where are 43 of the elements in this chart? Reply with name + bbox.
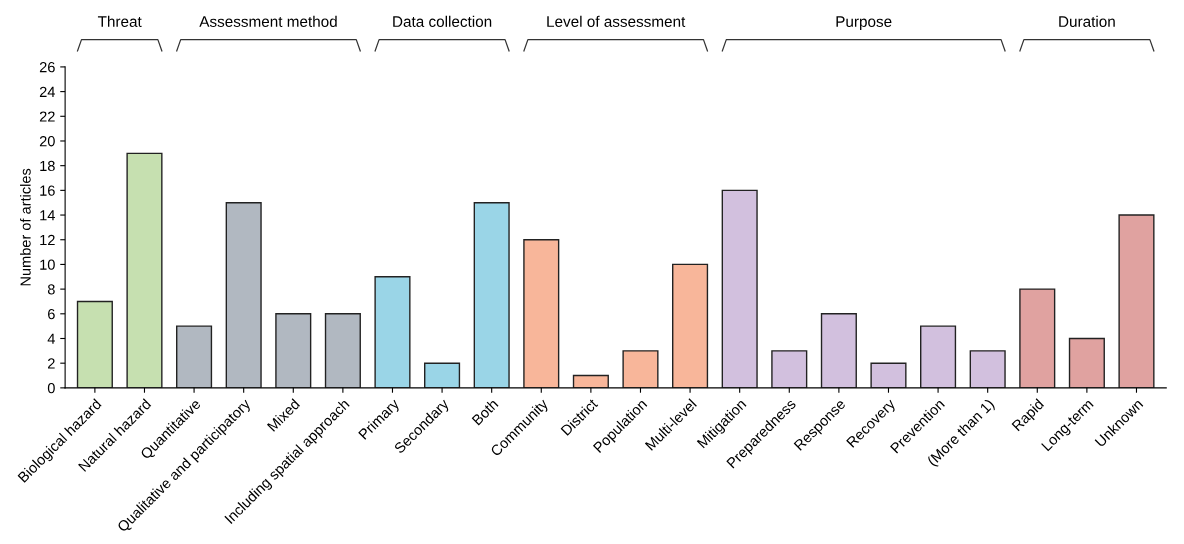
bar (572, 374, 609, 388)
bar (721, 189, 758, 388)
y-tick-label: 16 (40, 185, 55, 196)
text: Duration (1059, 15, 1115, 27)
y-tick-label: 10 (40, 259, 55, 270)
bar (870, 362, 907, 388)
bar (473, 202, 510, 388)
y-tick-label: 12 (40, 234, 55, 246)
bar (622, 350, 659, 388)
y-tick-label: 18 (40, 160, 55, 172)
text: Data collection (393, 15, 492, 27)
y-tick-label: 4 (47, 333, 55, 344)
text: Assessment method (199, 15, 337, 27)
bar (672, 263, 709, 388)
bar (225, 202, 262, 388)
bar (324, 313, 361, 388)
bar (76, 300, 113, 388)
bar (1068, 337, 1105, 388)
y-tick-label: 24 (39, 86, 55, 97)
bar (1019, 288, 1056, 388)
y-tick-label: 26 (39, 62, 55, 73)
bar (969, 350, 1006, 388)
y-axis-title: Number of articles (20, 168, 31, 286)
y-tick-label: 22 (39, 111, 55, 122)
bar (126, 152, 163, 388)
y-tick-label: 8 (47, 284, 55, 295)
y-tick-label: 2 (48, 358, 55, 369)
bar (176, 325, 213, 388)
bar (1118, 214, 1155, 388)
bar (820, 313, 857, 388)
y-tick-label: 14 (40, 210, 55, 221)
bar (275, 313, 312, 388)
text: Purpose (836, 16, 892, 30)
y-tick-label: 6 (48, 308, 55, 320)
text: Level of assessment (547, 15, 686, 27)
y-tick-label: 0 (47, 382, 55, 394)
bar (424, 362, 461, 388)
bar (920, 325, 957, 388)
bar (374, 276, 411, 388)
bar (771, 350, 808, 388)
y-tick-label: 20 (39, 136, 55, 147)
bar (523, 239, 560, 388)
text: Threat (97, 15, 142, 27)
